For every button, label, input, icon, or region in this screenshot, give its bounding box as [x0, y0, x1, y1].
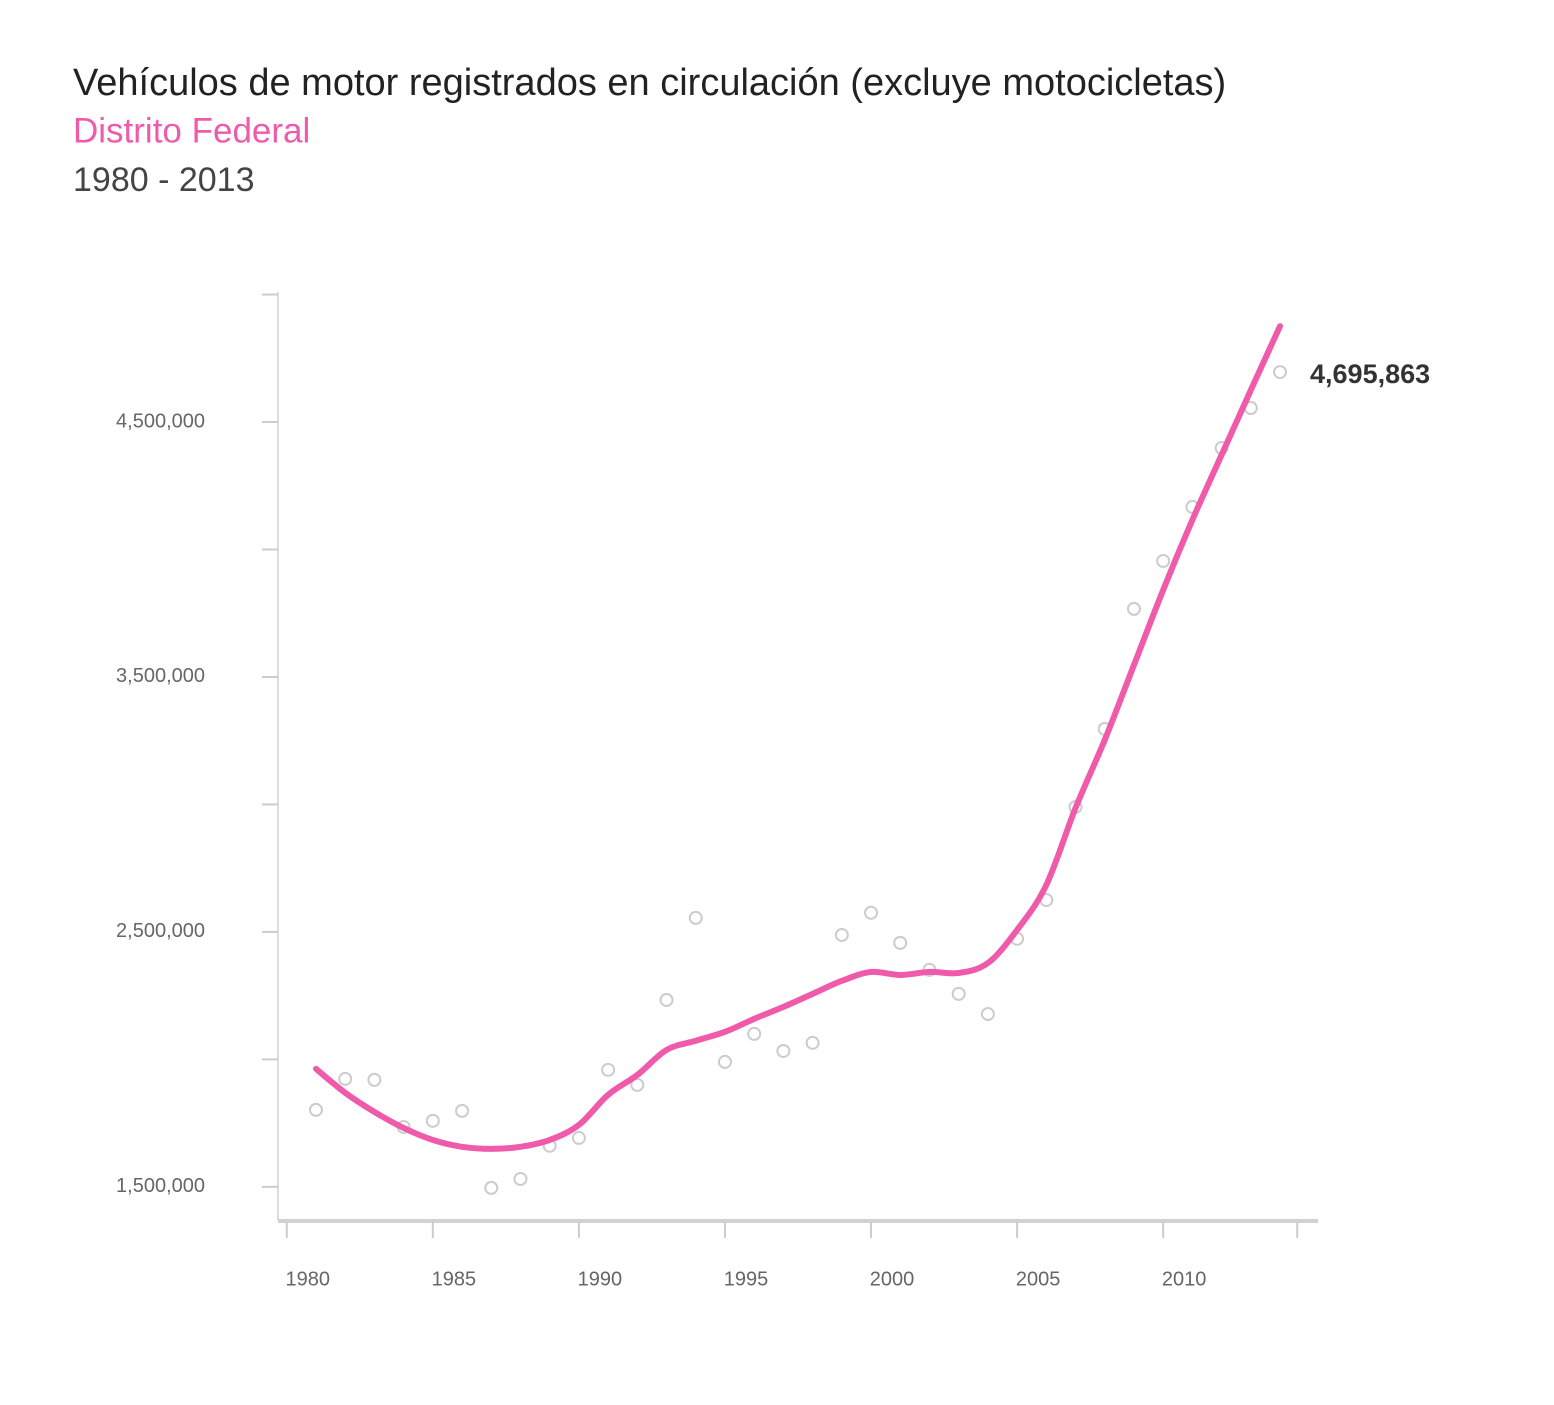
data-point [1156, 553, 1171, 568]
data-point [659, 992, 674, 1007]
data-point [688, 910, 703, 925]
x-tick-label: 1990 [578, 1268, 623, 1290]
trend-line [312, 323, 1284, 1152]
y-tick-label: 2,500,000 [116, 920, 205, 942]
data-point [864, 905, 879, 920]
data-point [776, 1043, 791, 1058]
chart-title: Vehículos de motor registrados en circul… [73, 62, 1226, 104]
x-tick-label: 1985 [432, 1268, 477, 1290]
x-tick-label: 2000 [870, 1268, 915, 1290]
x-tick-label: 2010 [1162, 1268, 1207, 1290]
chart-subtitle: Distrito Federal [73, 111, 310, 150]
x-tick-label: 2005 [1016, 1268, 1061, 1290]
data-point [980, 1007, 995, 1022]
data-point [1126, 601, 1141, 616]
data-point [630, 1077, 645, 1092]
data-point [951, 986, 966, 1001]
x-tick-label: 1980 [286, 1268, 331, 1290]
y-tick-label: 1,500,000 [116, 1175, 205, 1197]
data-point [484, 1180, 499, 1195]
y-tick-label: 3,500,000 [116, 665, 205, 687]
data-point [1273, 365, 1288, 380]
data-point [425, 1113, 440, 1128]
y-tick-label: 4,500,000 [116, 410, 205, 432]
data-point [805, 1035, 820, 1050]
data-point [455, 1103, 470, 1118]
value-label: 4,695,863 [1310, 359, 1430, 389]
data-point [338, 1071, 353, 1086]
x-tick-label: 1995 [724, 1268, 769, 1290]
data-point [308, 1102, 323, 1117]
data-point [513, 1171, 528, 1186]
data-point [571, 1130, 586, 1145]
data-point [747, 1026, 762, 1041]
data-point [601, 1062, 616, 1077]
data-point [893, 935, 908, 950]
data-point [717, 1054, 732, 1069]
data-point [834, 927, 849, 942]
data-point [367, 1072, 382, 1087]
chart-period: 1980 - 2013 [73, 161, 255, 199]
